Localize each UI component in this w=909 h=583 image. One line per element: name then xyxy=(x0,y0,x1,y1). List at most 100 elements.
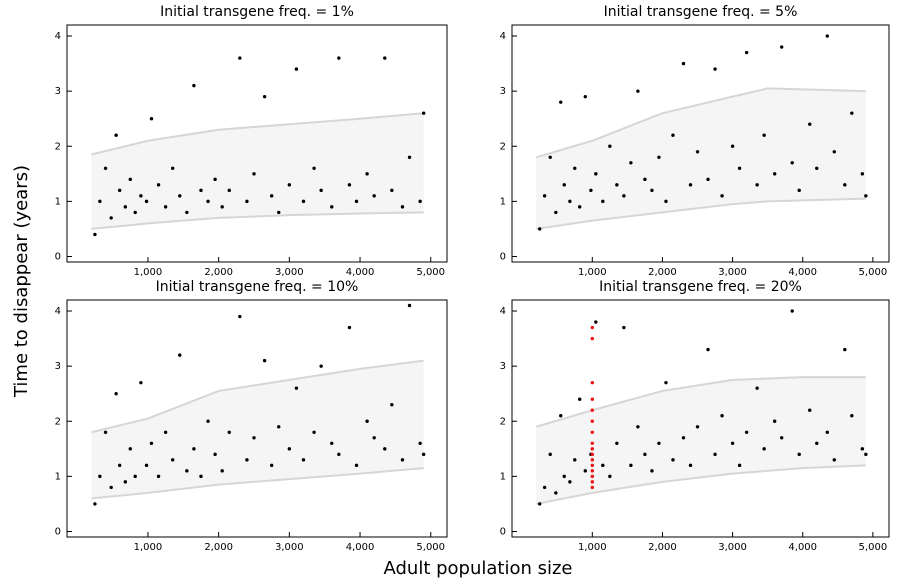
point xyxy=(227,188,231,193)
point xyxy=(797,188,801,193)
point xyxy=(629,463,633,468)
point xyxy=(400,458,405,462)
point xyxy=(608,474,612,479)
x-tick-label: 3,000 xyxy=(275,542,304,553)
point xyxy=(383,56,387,60)
point xyxy=(390,188,394,193)
point xyxy=(156,183,161,187)
point xyxy=(245,458,249,462)
point xyxy=(330,441,334,446)
point xyxy=(590,336,595,341)
point xyxy=(590,463,595,468)
point xyxy=(615,183,619,187)
x-tick-label: 1,000 xyxy=(578,542,607,553)
x-tick-label: 4,000 xyxy=(346,267,375,278)
point xyxy=(542,485,547,490)
y-tick-label: 1 xyxy=(55,196,61,207)
point xyxy=(720,414,724,418)
point xyxy=(252,436,256,440)
panel-title: Initial transgene freq. = 1% xyxy=(160,4,354,20)
panel-title: Initial transgene freq. = 10% xyxy=(156,279,359,295)
x-axis-label: Adult population size xyxy=(383,558,572,579)
point xyxy=(312,166,316,171)
point xyxy=(407,303,412,308)
point xyxy=(671,458,675,462)
point xyxy=(643,177,647,182)
point xyxy=(622,194,626,198)
point xyxy=(730,144,735,148)
point xyxy=(123,205,128,209)
point xyxy=(114,133,118,137)
point xyxy=(128,447,132,451)
point xyxy=(103,430,108,434)
point xyxy=(601,199,605,204)
x-tick-label: 3,000 xyxy=(718,542,747,553)
point xyxy=(590,485,595,490)
point xyxy=(568,480,572,484)
point xyxy=(330,205,334,209)
point xyxy=(590,469,595,473)
y-tick-label: 4 xyxy=(500,31,506,42)
point xyxy=(688,463,693,468)
point xyxy=(192,447,196,451)
point xyxy=(808,122,812,126)
point xyxy=(117,188,122,193)
x-tick-label: 1,000 xyxy=(134,542,163,553)
point xyxy=(779,45,784,49)
band-area xyxy=(91,360,424,499)
point xyxy=(252,172,256,176)
point xyxy=(149,441,154,446)
x-tick-label: 2,000 xyxy=(648,542,677,553)
point xyxy=(713,452,717,457)
y-tick-label: 0 xyxy=(55,526,61,537)
point xyxy=(864,452,868,457)
point xyxy=(671,133,675,137)
point xyxy=(583,469,587,473)
point xyxy=(573,458,577,462)
band-lower xyxy=(536,197,866,230)
point xyxy=(843,183,847,187)
point xyxy=(762,133,766,137)
plot-frame xyxy=(66,299,448,538)
panel-title: Initial transgene freq. = 5% xyxy=(604,4,798,20)
point xyxy=(589,188,593,193)
point xyxy=(163,205,168,209)
x-tick-label: 3,000 xyxy=(718,267,747,278)
plot-frame xyxy=(511,299,890,538)
point xyxy=(312,430,316,434)
point xyxy=(156,474,161,479)
point xyxy=(192,83,196,88)
point xyxy=(590,325,595,330)
point xyxy=(681,61,686,66)
point xyxy=(354,463,359,468)
x-tick-label: 2,000 xyxy=(204,542,233,553)
point xyxy=(337,452,341,457)
point xyxy=(636,425,640,429)
point xyxy=(583,94,587,99)
point xyxy=(657,441,661,446)
band-area xyxy=(91,113,424,229)
y-tick-label: 3 xyxy=(500,86,506,97)
point xyxy=(577,205,582,209)
point xyxy=(262,94,267,99)
plot-frame xyxy=(511,24,890,263)
point xyxy=(832,458,836,462)
point xyxy=(421,111,426,115)
point xyxy=(542,194,547,198)
y-tick-label: 0 xyxy=(500,251,506,262)
point xyxy=(636,89,640,93)
point xyxy=(559,100,563,104)
point xyxy=(170,166,175,171)
point xyxy=(860,172,865,176)
point xyxy=(149,116,154,121)
x-tick-label: 5,000 xyxy=(859,542,888,553)
point xyxy=(365,419,369,423)
band-lower xyxy=(91,211,424,230)
point xyxy=(562,183,566,187)
y-tick-label: 1 xyxy=(500,471,506,482)
point xyxy=(681,436,686,440)
y-tick-label: 2 xyxy=(55,416,61,427)
point xyxy=(245,199,249,204)
point xyxy=(538,502,542,506)
point xyxy=(421,452,426,457)
